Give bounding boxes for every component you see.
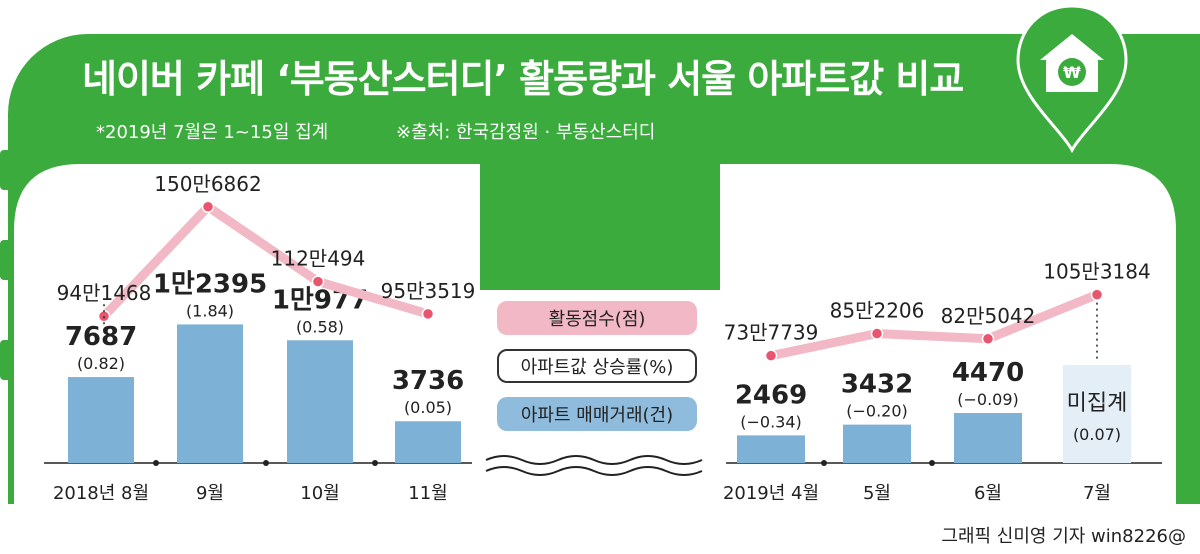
score-point: [1090, 288, 1104, 301]
category-label: 5월: [863, 483, 891, 504]
category-label: 10월: [300, 483, 339, 504]
bar: [68, 377, 134, 463]
bar: [287, 340, 353, 463]
score-point: [764, 349, 778, 362]
legend-rate: 아파트값 상승률(%): [497, 349, 697, 383]
side-tab: [0, 340, 14, 380]
trade-label: 2469: [735, 380, 807, 410]
note-period: *2019년 7월은 1~15일 집계: [96, 122, 329, 143]
legend-trades: 아파트 매매거래(건): [497, 397, 697, 431]
bar: [843, 424, 911, 463]
rate-label: (0.82): [77, 354, 125, 373]
baseline-dot: [929, 460, 935, 466]
score-line: [766, 290, 1102, 361]
baseline-dot: [372, 460, 378, 466]
rate-label: (1.84): [186, 301, 234, 320]
trade-label: 미집계: [1067, 391, 1128, 416]
bar: [177, 324, 243, 463]
baseline-dot: [821, 460, 827, 466]
rate-label: (−0.20): [846, 402, 908, 421]
score-label: 85만2206: [830, 299, 925, 323]
side-tab: [0, 150, 14, 190]
trade-label: 1만2395: [153, 269, 267, 299]
bar: [954, 413, 1022, 463]
category-label: 2019년 4월: [723, 483, 819, 504]
graphic-credit: 그래픽 신미영 기자 win8226@: [941, 526, 1186, 547]
baseline-dot: [153, 460, 159, 466]
bar-uncounted: [1063, 365, 1131, 463]
category-label: 9월: [196, 483, 224, 504]
rate-label: (0.07): [1073, 425, 1121, 444]
score-label: 73만7739: [724, 321, 819, 345]
house-won-icon: ₩: [1016, 4, 1128, 154]
bar: [737, 435, 805, 463]
score-point: [311, 275, 325, 288]
note-source: ※출처: 한국감정원 · 부동산스터디: [396, 122, 656, 143]
category-label: 7월: [1083, 483, 1111, 504]
rate-label: (0.58): [296, 317, 344, 336]
trade-label: 3432: [841, 370, 913, 400]
category-label: 2018년 8월: [53, 483, 149, 504]
side-tab: [0, 240, 14, 280]
wave-break-icon: [485, 455, 703, 476]
score-point: [870, 327, 884, 340]
baseline-dot: [263, 460, 269, 466]
rate-label: (−0.09): [957, 390, 1019, 409]
bar: [395, 421, 461, 463]
svg-text:₩: ₩: [1063, 63, 1081, 82]
trade-label: 4470: [952, 358, 1024, 388]
category-label: 11월: [408, 483, 447, 504]
score-point: [981, 332, 995, 346]
category-label: 6월: [974, 483, 1002, 504]
legend-score: 활동점수(점): [497, 301, 697, 335]
score-label: 94만1468: [57, 281, 152, 305]
rate-label: (0.05): [404, 398, 452, 417]
rate-label: (−0.34): [740, 412, 802, 431]
score-point: [421, 307, 435, 321]
score-label: 95만3519: [381, 279, 476, 303]
trade-label: 3736: [392, 366, 464, 396]
score-label: 105만3184: [1043, 260, 1150, 284]
score-label: 112만494: [271, 247, 366, 271]
score-label: 150만6862: [154, 172, 261, 196]
score-line: [99, 202, 433, 321]
page-title: 네이버 카페 ‘부동산스터디’ 활동량과 서울 아파트값 비교: [82, 57, 964, 101]
score-point: [201, 200, 215, 214]
trade-label: 7687: [65, 322, 137, 352]
score-label: 82만5042: [941, 304, 1036, 328]
